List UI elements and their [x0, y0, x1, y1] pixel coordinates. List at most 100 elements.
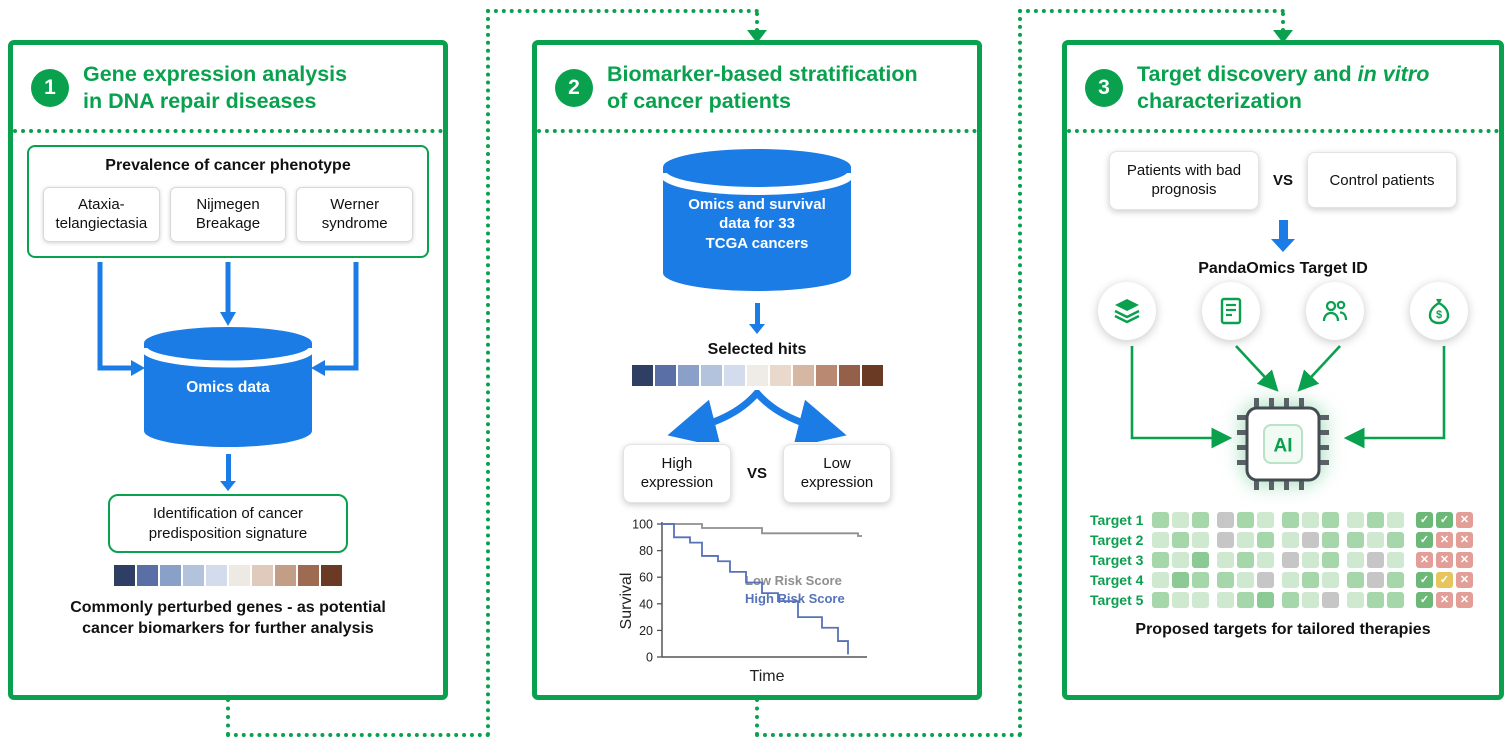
heatmap-cell [631, 364, 653, 386]
tcga-data-cylinder: Omics and survival data for 33 TCGA canc… [659, 147, 855, 297]
check-mark-cell: ✓ [1436, 511, 1453, 528]
panel3-header: 3 Target discovery and in vitro characte… [1067, 45, 1499, 125]
cross-mark-cell: ✕ [1436, 531, 1453, 548]
bad-prognosis-box: Patients with bad prognosis [1108, 150, 1259, 210]
grid-cell [1367, 571, 1384, 588]
grid-cell [1152, 551, 1169, 568]
panel-gene-expression: 1 Gene expression analysis in DNA repair… [8, 40, 448, 700]
heatmap-cell [700, 364, 722, 386]
cross-mark-cell: ✕ [1456, 511, 1473, 528]
cross-mark-cell: ✕ [1456, 591, 1473, 608]
heatmap-cell [677, 364, 699, 386]
grid-cell [1152, 511, 1169, 528]
grid-cell [1192, 591, 1209, 608]
connector-1-2-arrowhead [747, 30, 767, 43]
grid-cell [1257, 531, 1274, 548]
cross-mark-cell: ✕ [1456, 571, 1473, 588]
panel3-title-line2: characterization [1137, 88, 1302, 113]
y-tick-label: 40 [639, 597, 653, 611]
stacked-data-icon [1098, 281, 1156, 340]
grid-cell [1217, 511, 1234, 528]
p2-strip [631, 364, 883, 386]
check-mark-cell: ✓ [1416, 531, 1433, 548]
cylinder-label-line: TCGA cancers [705, 234, 809, 252]
heatmap-cell [275, 565, 296, 587]
cylinder-label-line: Omics and survival [688, 195, 826, 213]
caption-line: Commonly perturbed genes - as potential [70, 599, 386, 617]
target-label: Target 4 [1090, 571, 1144, 588]
x-axis-label: Time [750, 668, 785, 685]
panel3-title: Target discovery and in vitro characteri… [1137, 61, 1429, 115]
target-row: Target 2 ✓ ✕ ✕ [1090, 531, 1476, 548]
grid-cell [1192, 511, 1209, 528]
check-mark-cell: ✓ [1416, 571, 1433, 588]
p1-strip [114, 565, 342, 587]
targets-grid: Target 1 ✓ ✓ ✕ Target 2 ✓ ✕ ✕ Target 3 ✕ ✕ ✕ Target … [1090, 511, 1476, 612]
ai-chip-label: AI [1274, 435, 1293, 456]
high-expression-box: High expression [622, 443, 731, 503]
y-tick-label: 100 [632, 517, 653, 531]
dotted-separator [13, 128, 443, 133]
panel-biomarker-stratification: 2 Biomarker-based stratification of canc… [532, 40, 982, 700]
heatmap-cell [861, 364, 883, 386]
panel2-body: Omics and survival data for 33 TCGA canc… [537, 133, 977, 694]
cylinder-label-line: data for 33 [719, 215, 795, 233]
grid-cell [1322, 551, 1339, 568]
grid-cell [1322, 511, 1339, 528]
panel3-body: Patients with bad prognosis VS Control p… [1067, 133, 1499, 641]
heatmap-cell [769, 364, 791, 386]
connector-1-2-top [486, 9, 759, 13]
diverging-arrows [667, 389, 847, 442]
grid-cell [1347, 511, 1364, 528]
target-id-flow: $ AI [1081, 281, 1485, 508]
panel1-title-line2: in DNA repair diseases [83, 88, 317, 113]
down-arrow [1278, 219, 1288, 240]
grid-cell [1302, 531, 1319, 548]
grid-cell [1257, 551, 1274, 568]
disease-box-ataxia: Ataxia-telangiectasia [43, 186, 160, 243]
y-tick-label: 60 [639, 570, 653, 584]
cross-mark-cell: ✕ [1436, 551, 1453, 568]
vs-label: VS [746, 464, 767, 482]
grid-cell [1387, 511, 1404, 528]
connector-2-3-stub-bottom [755, 698, 759, 736]
grid-cell [1322, 591, 1339, 608]
disease-box-nijmegen: Nijmegen Breakage [169, 186, 287, 243]
heatmap-cell [137, 565, 158, 587]
cylinder-label: Omics and survival data for 33 TCGA canc… [662, 195, 852, 254]
grid-cell [1387, 551, 1404, 568]
grid-cell [1237, 571, 1254, 588]
heatmap-cell [160, 565, 181, 587]
target-label: Target 5 [1090, 591, 1144, 608]
identification-box: Identification of cancer predisposition … [108, 494, 348, 554]
target-label: Target 1 [1090, 511, 1144, 528]
grid-cell [1367, 551, 1384, 568]
patients-group-icon [1306, 281, 1364, 340]
target-row: Target 4 ✓ ✓ ✕ [1090, 571, 1476, 588]
step-2-badge: 2 [555, 68, 593, 107]
panel1-header: 1 Gene expression analysis in DNA repair… [13, 45, 443, 125]
target-label: Target 3 [1090, 551, 1144, 568]
grid-cell [1282, 571, 1299, 588]
step-3-badge: 3 [1085, 68, 1123, 107]
grid-cell [1302, 591, 1319, 608]
grid-cell [1192, 551, 1209, 568]
grid-cell [1347, 591, 1364, 608]
panel3-title-line1: Target discovery and in vitro [1137, 62, 1430, 86]
panel3-caption: Proposed targets for tailored therapies [1135, 620, 1431, 638]
step-1-badge: 1 [31, 68, 69, 107]
grid-cell [1367, 531, 1384, 548]
low-expression-box: Low expression [783, 443, 891, 503]
heatmap-cell [252, 565, 273, 587]
grid-cell [1367, 511, 1384, 528]
grid-cell [1282, 531, 1299, 548]
grid-cell [1237, 551, 1254, 568]
grid-cell [1282, 551, 1299, 568]
y-tick-label: 0 [646, 650, 653, 664]
y-tick-label: 20 [639, 624, 653, 638]
heatmap-cell [183, 565, 204, 587]
cross-mark-cell: ✕ [1456, 551, 1473, 568]
pandaomics-label: PandaOmics Target ID [1198, 259, 1368, 277]
target-row: Target 1 ✓ ✓ ✕ [1090, 511, 1476, 528]
control-patients-box: Control patients [1307, 152, 1457, 209]
